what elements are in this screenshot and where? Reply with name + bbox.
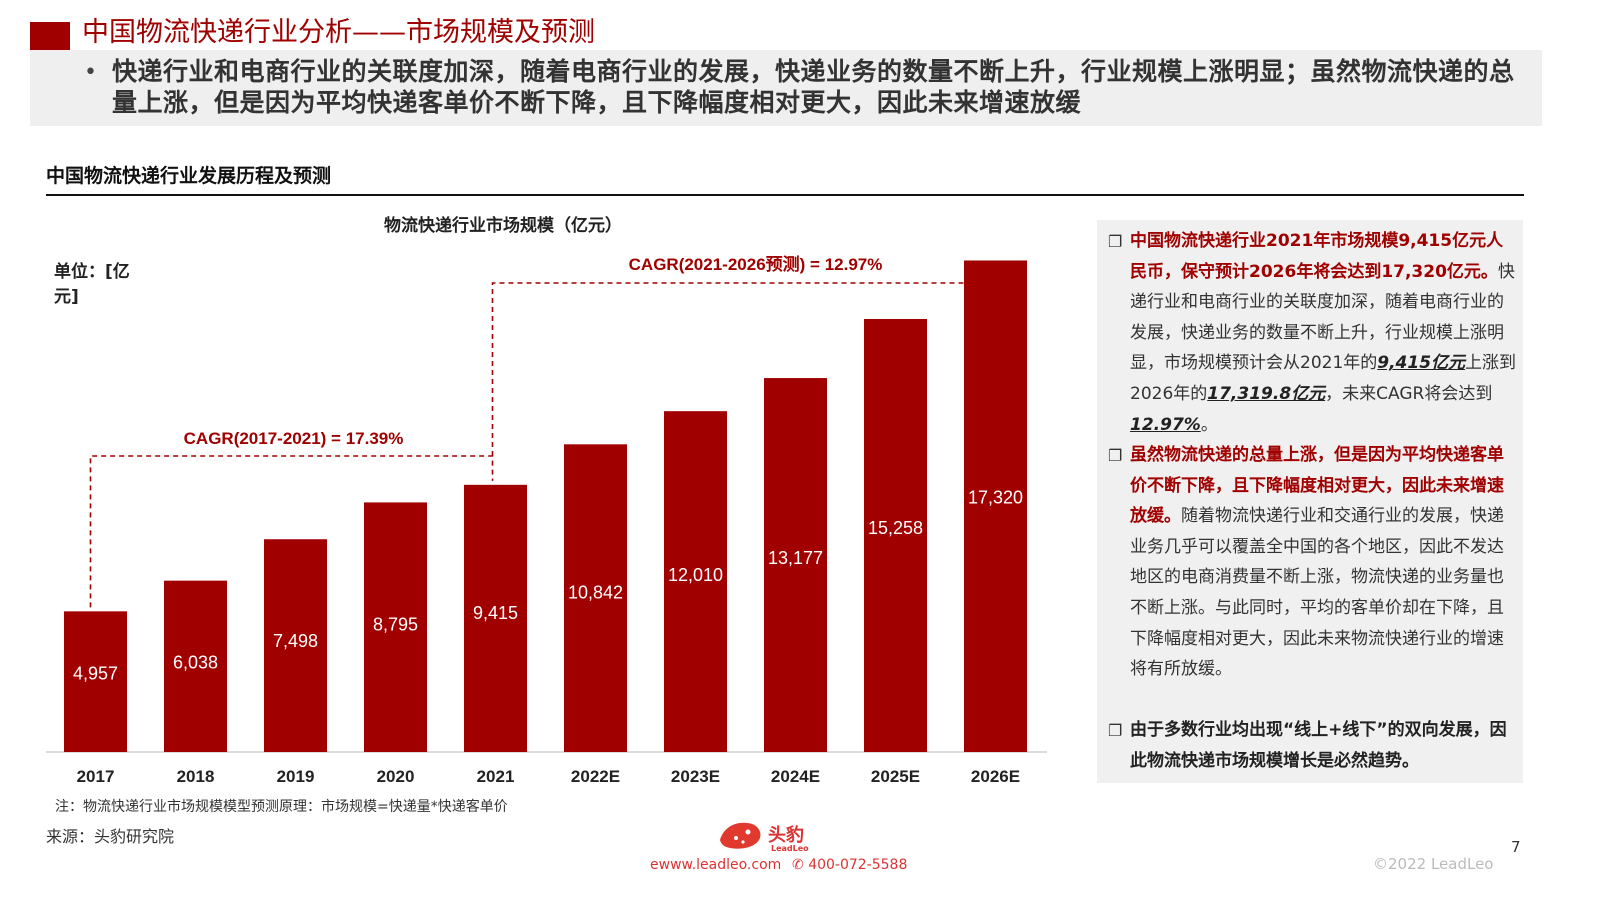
bar-value-label: 7,498: [273, 631, 318, 651]
bullet-icon: •: [84, 60, 97, 85]
side-item-market-size: ❐ 中国物流快递行业2021年市场规模9,415亿元人民币，保守预计2026年将…: [1108, 226, 1520, 440]
bar: [364, 502, 427, 752]
side-item-1-cagr: 12.97%: [1130, 414, 1201, 435]
cagr-2021-2026-bracket: [491, 282, 964, 456]
bar-value-label: 13,177: [768, 548, 823, 568]
phone-icon: ✆: [792, 857, 809, 873]
x-tick-label: 2019: [277, 767, 315, 786]
cagr-2017-2021-label: CAGR(2017-2021) = 17.39%: [184, 429, 404, 448]
side-item-1-text-a: 快递行业和电商行业的关联度加深，随着电商行业的发展，快递业务的数量不断上升，行业…: [1130, 261, 1515, 374]
bar-value-label: 4,957: [73, 663, 118, 683]
page-title: 中国物流快递行业分析——市场规模及预测: [82, 17, 595, 48]
header-band: [30, 50, 1542, 126]
checkbox-icon: ❐: [1108, 232, 1123, 251]
logo-text: 头豹: [768, 825, 804, 846]
bar-value-label: 6,038: [173, 653, 218, 673]
x-tick-label: 2022E: [571, 767, 620, 786]
cagr-2021-2026-label: CAGR(2021-2026预测) = 12.97%: [629, 254, 883, 274]
chart-title: 物流快递行业市场规模（亿元）: [384, 216, 622, 236]
bar: [764, 378, 827, 752]
side-item-trend: ❐ 由于多数行业均出现“线上+线下”的双向发展，因此物流快递市场规模增长是必然趋…: [1108, 715, 1520, 776]
globe-icon: e: [650, 857, 659, 873]
side-item-1-text-c: ，未来CAGR将会达到: [1325, 383, 1493, 404]
x-tick-label: 2026E: [971, 767, 1020, 786]
chart-note: 注：物流快递行业市场规模模型预测原理：市场规模=快递量*快递客单价: [55, 799, 508, 815]
side-item-2-highlight: 虽然物流快递的总量上涨，但是因为平均快递客单价不断下降，且下降幅度相对更大，因此…: [1130, 445, 1504, 527]
x-tick-label: 2023E: [671, 767, 720, 786]
bar: [964, 260, 1027, 752]
checkbox-icon: ❐: [1108, 721, 1123, 740]
bar-chart: 4,957 2017 6,038 2018 7,498 2019 8,795 2020 9,41…: [46, 254, 1047, 786]
x-tick-label: 2020: [377, 767, 415, 786]
bar-value-label: 8,795: [373, 614, 418, 634]
bar: [864, 319, 927, 752]
cagr-2017-2021-bracket: [89, 455, 494, 608]
section-title: 中国物流快递行业发展历程及预测: [46, 165, 332, 187]
leopard-logo-icon: [720, 822, 761, 849]
side-item-2-text: 随着物流快递行业和交通行业的发展，快递业务几乎可以覆盖全中国的各个地区，因此不发…: [1130, 506, 1504, 680]
section-divider: [46, 194, 1524, 196]
x-tick-label: 2017: [77, 767, 115, 786]
x-tick-label: 2018: [177, 767, 215, 786]
bar-value-label: 12,010: [668, 565, 723, 585]
bar: [564, 444, 627, 752]
summary-bullet: 快递行业和电商行业的关联度加深，随着电商行业的发展，快递业务的数量不断上升，行业…: [112, 57, 1515, 117]
x-tick-label: 2021: [477, 767, 515, 786]
bar: [464, 484, 527, 752]
x-tick-label: 2025E: [871, 767, 920, 786]
checkbox-icon: ❐: [1108, 446, 1123, 465]
bar: [64, 611, 127, 752]
bar: [164, 580, 227, 752]
side-panel: [1097, 220, 1523, 783]
side-item-growth-slowdown: ❐ 虽然物流快递的总量上涨，但是因为平均快递客单价不断下降，且下降幅度相对更大，…: [1108, 440, 1520, 685]
unit-label: 单位：[亿元]: [54, 262, 130, 307]
side-item-1-value-2021: 9,415亿元: [1377, 353, 1466, 374]
side-item-1-text-d: 。: [1200, 414, 1218, 435]
source-label: 来源：头豹研究院: [46, 827, 175, 846]
logo-subtext: LeadLeo: [771, 844, 809, 853]
side-item-1-highlight: 中国物流快递行业2021年市场规模9,415亿元人民币，保守预计2026年将会达…: [1130, 231, 1504, 282]
bar-value-label: 17,320: [968, 487, 1023, 507]
x-tick-label: 2024E: [771, 767, 820, 786]
side-item-3-text: 由于多数行业均出现“线上+线下”的双向发展，因此物流快递市场规模增长是必然趋势。: [1130, 720, 1507, 771]
bar-value-label: 15,258: [868, 518, 923, 538]
page-number: 7: [1511, 838, 1521, 856]
side-item-1-value-2026: 17,319.8亿元: [1207, 383, 1326, 404]
side-item-1-text-b: 上涨到2026年的: [1130, 353, 1517, 404]
bar: [664, 411, 727, 752]
bar: [264, 539, 327, 752]
bar-value-label: 10,842: [568, 582, 623, 602]
bar-value-label: 9,415: [473, 603, 518, 623]
phone-number: ✆ 400-072-5588: [792, 857, 908, 873]
website-link[interactable]: ewww.leadleo.com: [650, 857, 782, 873]
copyright: ©2022 LeadLeo: [1373, 855, 1494, 873]
